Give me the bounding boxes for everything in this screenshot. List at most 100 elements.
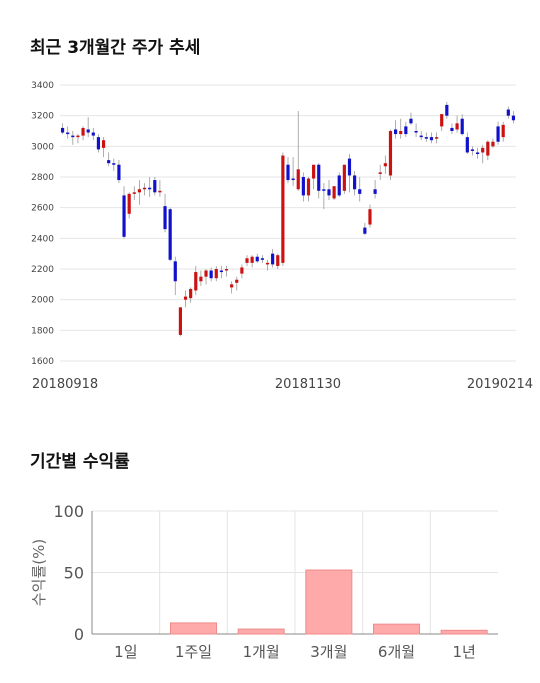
y-tick-label: 1800 [31, 326, 54, 336]
candle-body [214, 269, 218, 279]
x-tick-label: 6개월 [378, 643, 415, 661]
candle-body [424, 137, 428, 139]
y-tick-label: 3200 [31, 112, 54, 122]
candle-body [265, 262, 270, 265]
candle-body [286, 164, 290, 181]
y-tick-label: 1600 [31, 357, 54, 367]
candle-body [291, 178, 295, 181]
candle-body [122, 195, 126, 237]
return-bar [372, 623, 421, 635]
candle-body [455, 123, 459, 130]
y-tick-label: 2200 [31, 265, 54, 275]
candle-body [312, 164, 316, 179]
candle-body [96, 137, 101, 150]
candle-body [137, 189, 142, 193]
candle-body [163, 206, 167, 230]
candle-body [60, 127, 65, 133]
candle-body [363, 227, 367, 234]
candle-body [112, 163, 116, 165]
candle-body [209, 270, 213, 279]
candle-body [142, 187, 147, 190]
y-tick-label: 2800 [31, 173, 54, 183]
candle-body [132, 192, 136, 194]
x-tick-label: 1개월 [243, 643, 280, 661]
y-tick-label: 3000 [31, 142, 54, 152]
candle-body [183, 296, 188, 300]
candle-body [388, 131, 393, 176]
candle-body [332, 186, 336, 199]
candle-body [445, 104, 449, 116]
candle-body [245, 258, 249, 263]
candle-body [337, 175, 341, 196]
candle-body [373, 189, 377, 194]
candle-body [235, 279, 239, 283]
candle-body [506, 109, 510, 116]
candle-body [378, 172, 382, 174]
candle-body [81, 127, 85, 136]
candle-body [199, 276, 203, 282]
candle-body [440, 114, 444, 127]
candle-body [358, 189, 362, 194]
candle-body [173, 261, 177, 282]
candle-body [255, 256, 259, 262]
candle-body [353, 175, 357, 190]
candlestick-chart: 1600 1800 2000 2200 2400 2600 2800 3000 3200 3400… [31, 81, 533, 392]
candle-body [383, 163, 387, 167]
candle-body [219, 270, 223, 273]
return-bar [305, 569, 353, 635]
candle-body [470, 149, 475, 151]
candle-body [317, 164, 321, 191]
candle-body [76, 135, 80, 138]
candle-body [419, 135, 423, 138]
y-tick-label: 0 [74, 625, 84, 644]
candle-body [240, 267, 244, 274]
candle-body [301, 177, 305, 196]
return-bar-chart: 0 50 100 1일 1주일 1개월 3개월 6개월 1년 수익률(%) [30, 502, 498, 661]
x-tick-label: 1일 [114, 643, 137, 661]
candle-body [276, 255, 280, 266]
return-chart-title: 기간별 수익률 [30, 452, 130, 472]
return-bar [440, 629, 488, 635]
y-tick-label: 3400 [31, 81, 54, 91]
candle-body [71, 135, 75, 138]
candle-body [127, 193, 131, 214]
y-tick-label: 2600 [31, 204, 54, 214]
candle-body [460, 118, 464, 135]
x-tick-label: 20180918 [32, 377, 98, 392]
x-tick-label: 1년 [452, 643, 475, 661]
candle-body [511, 115, 516, 121]
candle-body [475, 152, 480, 154]
y-tick-label: 2000 [31, 296, 54, 306]
y-axis-label: 수익률(%) [30, 539, 48, 606]
candle-body [194, 272, 198, 291]
candle-body [394, 129, 398, 135]
candle-body [409, 118, 413, 124]
candle-body [342, 164, 346, 191]
candle-body [322, 189, 326, 191]
y-tick-label: 100 [53, 502, 84, 521]
candle-body [250, 256, 254, 263]
candle-body [91, 132, 95, 136]
candle-body [230, 284, 234, 288]
y-tick-label: 50 [64, 564, 84, 583]
candle-body [486, 141, 490, 156]
candle-body [178, 307, 182, 335]
x-tick-label: 20181130 [275, 377, 341, 392]
candle-body [306, 178, 311, 196]
return-bar [169, 622, 218, 635]
candle-body [153, 180, 157, 193]
candle-body [107, 160, 111, 164]
candle-body [327, 189, 331, 196]
candle-body [399, 131, 403, 135]
candle-body [465, 137, 469, 153]
x-tick-label: 20190214 [467, 377, 533, 392]
candle-body [260, 258, 264, 260]
candle-body [368, 209, 372, 225]
candle-body [158, 190, 162, 193]
candle-body [281, 155, 285, 263]
candle-body [414, 131, 418, 133]
candle-body [117, 164, 121, 181]
candle-body [271, 253, 275, 265]
candle-body [86, 129, 90, 133]
